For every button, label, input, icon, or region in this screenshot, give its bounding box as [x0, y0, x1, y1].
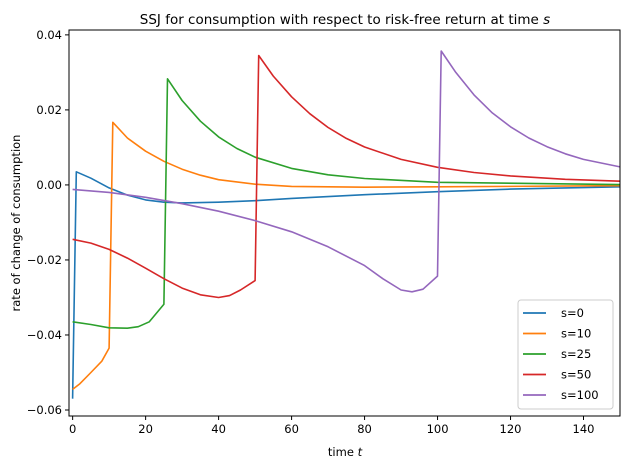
x-tick-label: 20 — [138, 422, 153, 436]
x-tick-label: 100 — [427, 422, 449, 436]
series-line-s-50 — [72, 54, 621, 299]
legend-label: s=25 — [561, 347, 591, 361]
legend-label: s=50 — [561, 368, 591, 382]
legend: s=0 s=10 s=25 s=50 s=100 — [517, 299, 614, 410]
y-tick-label: 0.04 — [36, 28, 62, 42]
x-axis: 0 20 40 60 80 100 120 140 — [69, 416, 595, 436]
plot-area — [71, 50, 621, 399]
chart-title: SSJ for consumption with respect to risk… — [140, 12, 550, 28]
legend-label: s=10 — [561, 327, 591, 341]
legend-label: s=100 — [561, 388, 599, 402]
y-tick-label: 0.00 — [36, 178, 62, 192]
x-tick-label: 40 — [211, 422, 226, 436]
x-tick-label: 80 — [357, 422, 372, 436]
y-axis: −0.06 −0.04 −0.02 0.00 0.02 0.04 — [27, 28, 69, 417]
x-tick-label: 120 — [500, 422, 522, 436]
y-axis-label: rate of change of consumption — [9, 135, 23, 312]
x-axis-label: time t — [328, 445, 363, 459]
legend-box — [517, 299, 614, 410]
y-tick-label: −0.04 — [27, 328, 62, 342]
y-tick-label: −0.06 — [27, 403, 62, 417]
x-tick-label: 140 — [573, 422, 595, 436]
x-tick-label: 0 — [69, 422, 76, 436]
x-tick-label: 60 — [284, 422, 299, 436]
series-line-s-25 — [72, 78, 621, 330]
series-line-s-100 — [72, 50, 621, 293]
axes-frame — [68, 29, 621, 417]
y-tick-label: −0.02 — [27, 253, 62, 267]
series-line-s-10 — [72, 121, 621, 391]
y-tick-label: 0.02 — [36, 103, 62, 117]
legend-label: s=0 — [561, 306, 584, 320]
